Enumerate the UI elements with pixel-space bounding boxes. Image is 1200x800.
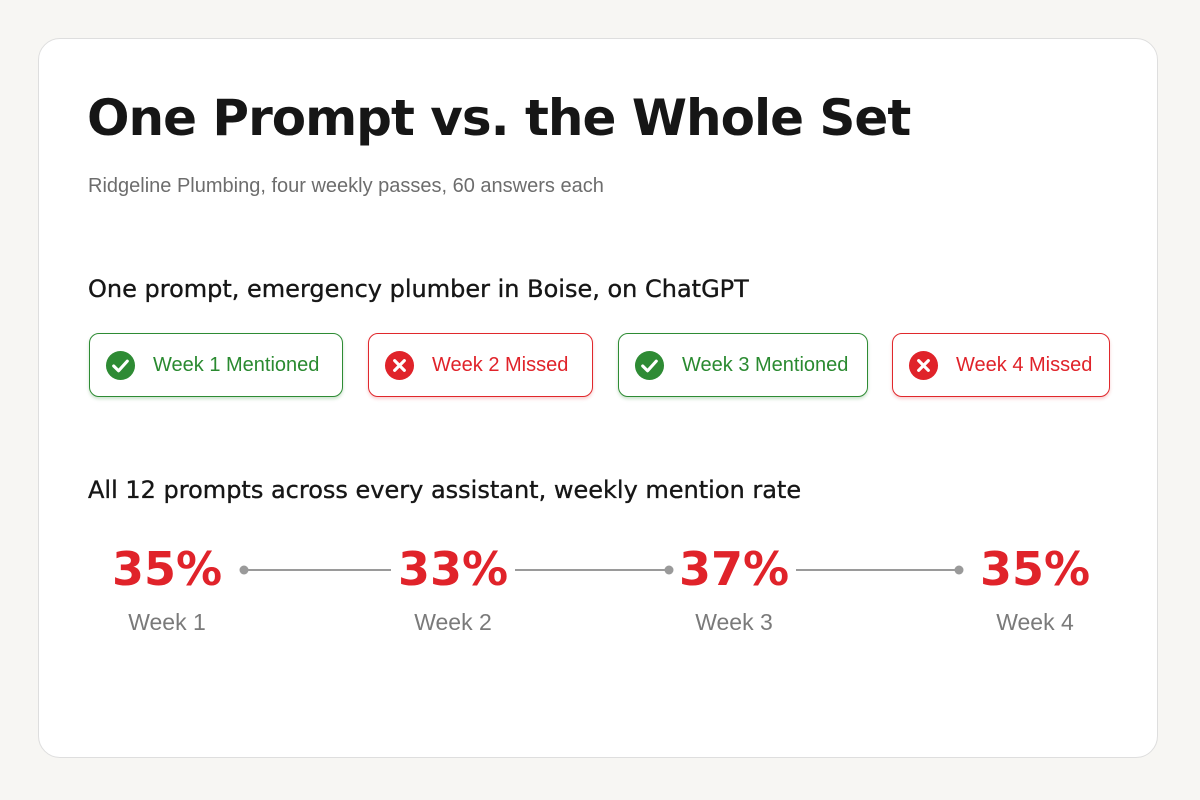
page-title: One Prompt vs. the Whole Set [87,89,911,147]
week-4-rate-label: Week 4 [996,609,1074,635]
week-3-rate-label: Week 3 [695,609,773,635]
connector-2-3 [515,565,674,575]
week-3-rate: 37% Week 3 [654,539,814,636]
week-1-status-badge: Week 1 Mentioned [89,333,343,397]
connector-3-4 [796,565,964,575]
page-subtitle: Ridgeline Plumbing, four weekly passes, … [88,175,604,197]
week-4-status-badge: Week 4 Missed [892,333,1110,397]
week-3-status-label: Week 3 Mentioned [682,353,849,376]
check-circle-icon [634,350,665,380]
week-3-rate-value: 37% [678,542,790,596]
single-prompt-heading: One prompt, emergency plumber in Boise, … [88,275,749,303]
week-1-rate-value: 35% [111,542,223,596]
week-2-rate-label: Week 2 [414,609,492,635]
all-prompts-heading: All 12 prompts across every assistant, w… [88,476,802,504]
week-connector-lines [239,565,964,575]
week-1-rate: 35% Week 1 [87,539,247,636]
week-2-status-label: Week 2 Missed [432,353,569,376]
week-4-status-label: Week 4 Missed [956,353,1093,376]
week-1-status-label: Week 1 Mentioned [153,353,320,376]
week-2-status-badge: Week 2 Missed [368,333,593,397]
week-3-status-badge: Week 3 Mentioned [618,333,868,397]
week-4-rate: 35% Week 4 [955,539,1115,636]
summary-card: One Prompt vs. the Whole Set Ridgeline P… [38,38,1158,758]
week-2-rate: 33% Week 2 [373,539,533,636]
check-circle-icon [105,350,136,380]
x-circle-icon [384,350,415,380]
x-circle-icon [908,350,939,380]
week-2-rate-value: 33% [397,542,509,596]
week-1-rate-label: Week 1 [128,609,206,635]
week-4-rate-value: 35% [979,542,1091,596]
connector-1-2 [239,565,391,575]
